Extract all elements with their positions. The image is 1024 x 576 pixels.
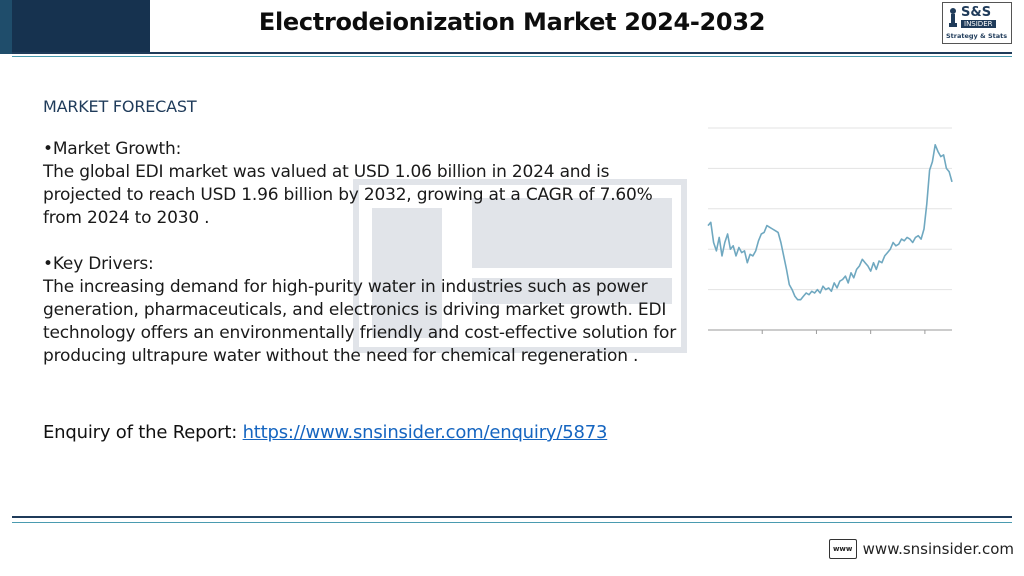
header-corner-accent [0,0,12,54]
logo-mark: S&S [961,5,992,20]
header-corner-block [0,0,150,54]
section-heading: MARKET FORECAST [43,97,197,116]
drivers-text: The increasing demand for high-purity wa… [43,277,677,366]
chart-series-line [707,143,953,301]
enquiry-line: Enquiry of the Report: https://www.snsin… [43,422,607,443]
market-trend-chart [707,127,953,334]
footer-url[interactable]: www.snsinsider.com [862,540,1014,558]
footer-site: www www.snsinsider.com [828,537,1014,561]
drivers-heading: •Key Drivers: [43,254,154,274]
growth-text: The global EDI market was valued at USD … [43,162,653,228]
header-divider [12,52,1012,54]
growth-heading: •Market Growth: [43,139,182,159]
www-icon: www [828,539,857,559]
paragraph-gap [43,230,683,253]
header-divider-accent [12,56,1012,57]
brand-logo: S&S INSIDER Strategy & Stats [942,2,1012,44]
footer-divider-accent [12,522,1012,523]
enquiry-link[interactable]: https://www.snsinsider.com/enquiry/5873 [242,422,608,443]
enquiry-label: Enquiry of the Report: [43,422,243,443]
page-title: Electrodeionization Market 2024-2032 [258,8,766,36]
logo-tagline: Strategy & Stats [946,32,1008,40]
forecast-body: •Market Growth: The global EDI market wa… [43,138,683,368]
footer-divider [12,516,1012,518]
logo-insider: INSIDER [961,20,996,28]
chess-piece-icon [949,8,957,27]
watermark-logo [353,179,687,353]
